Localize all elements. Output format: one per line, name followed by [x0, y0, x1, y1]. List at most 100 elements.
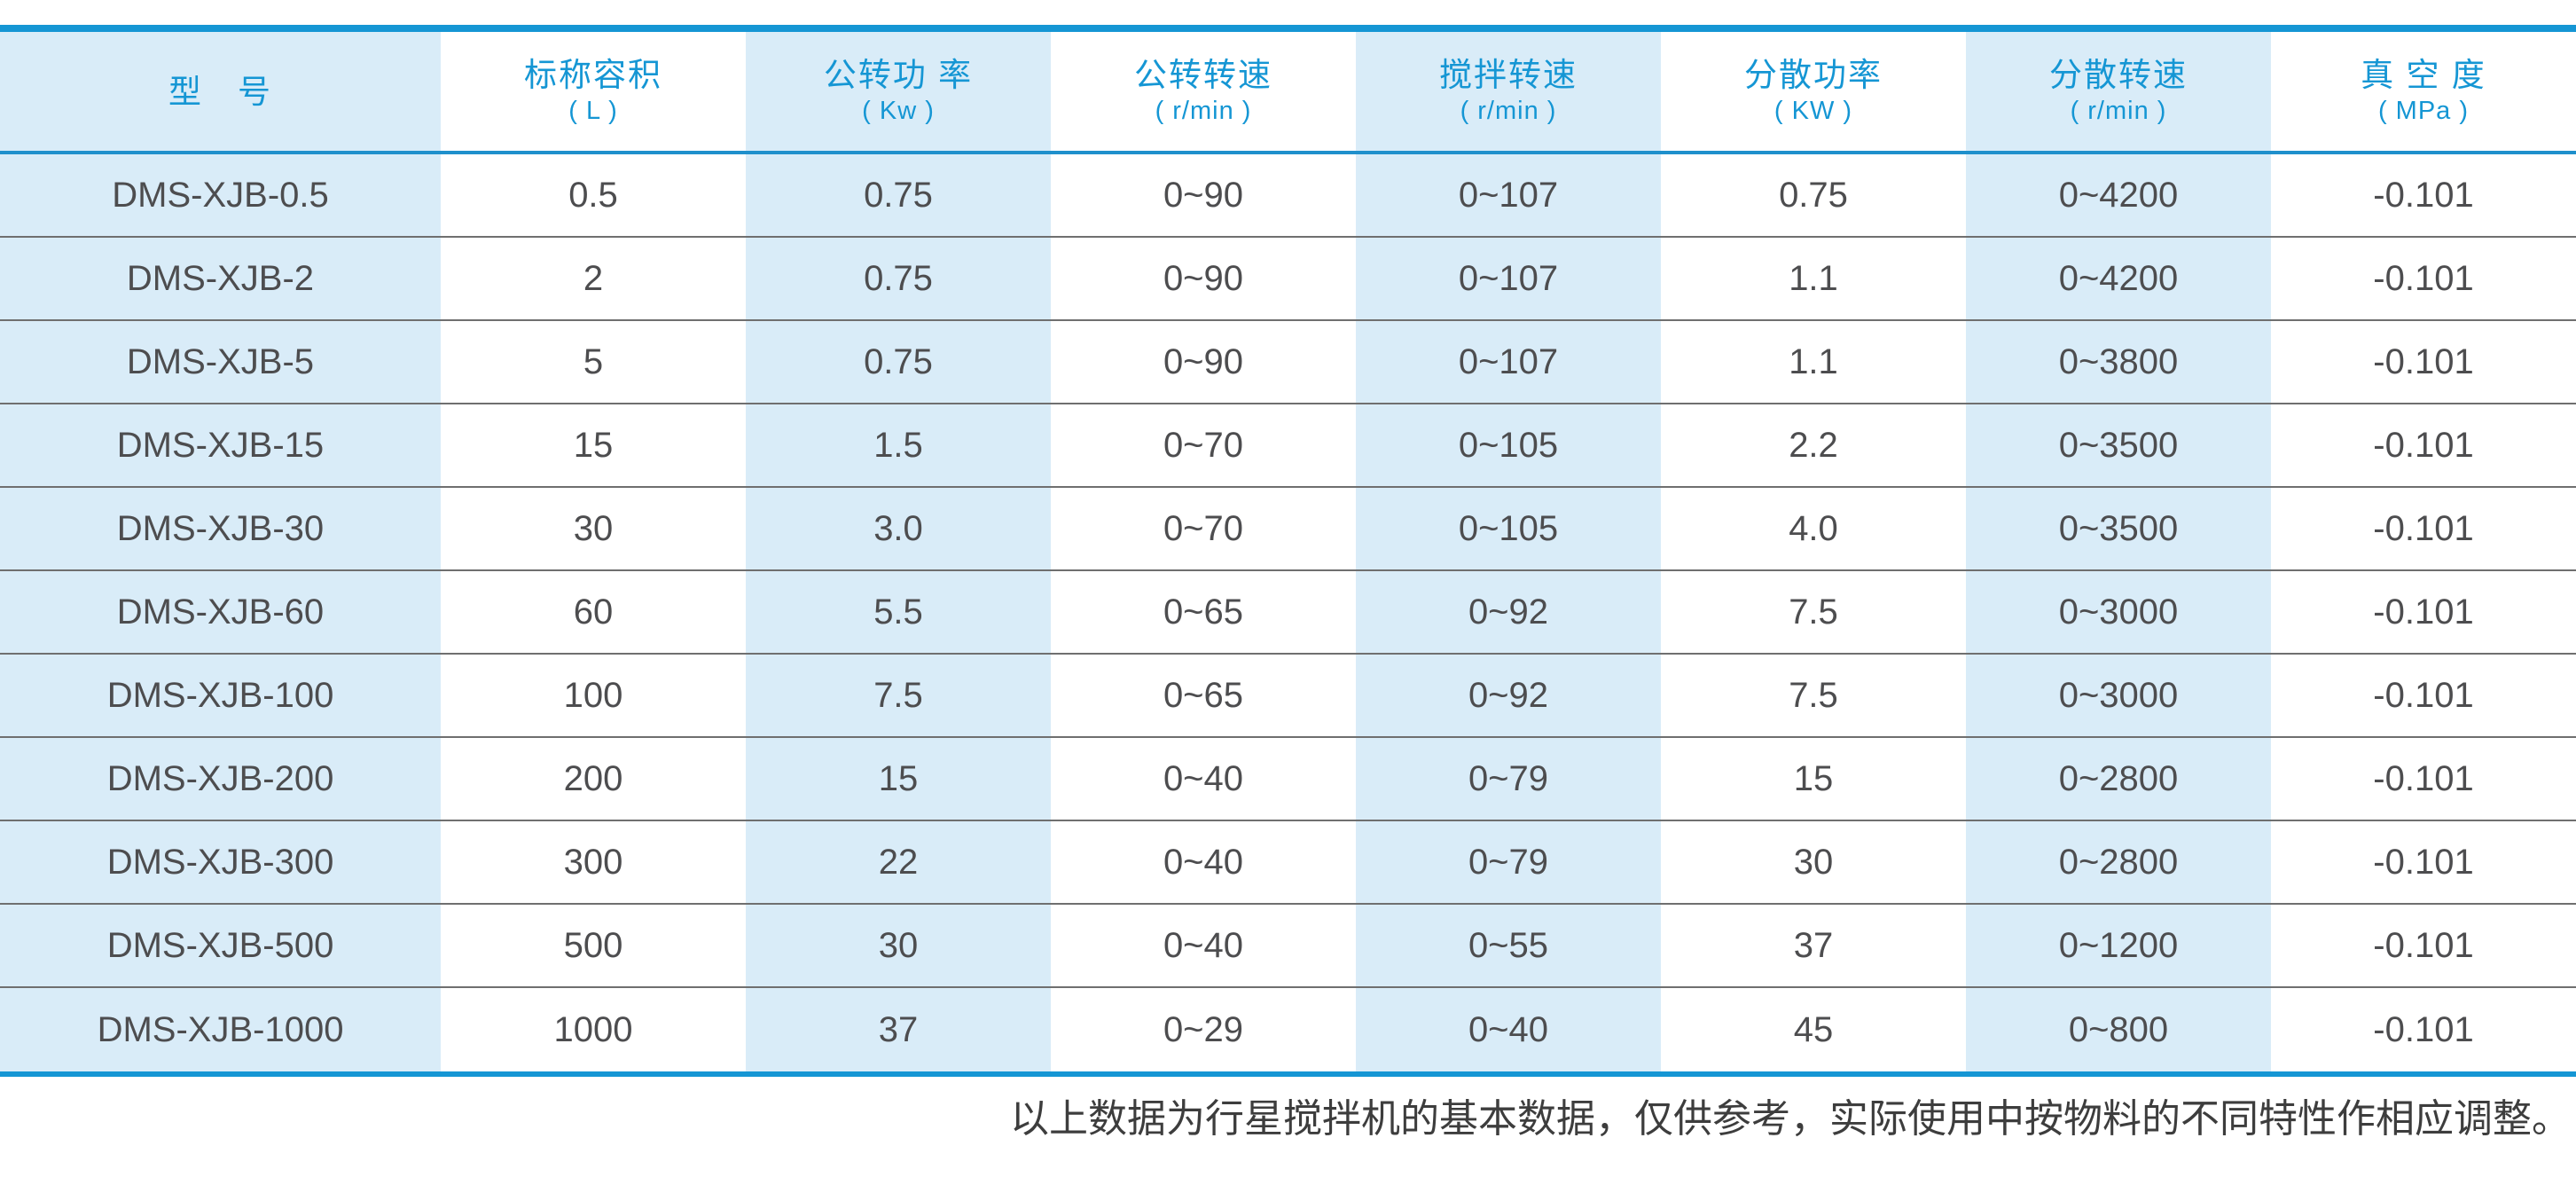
column-title: 公转功 率 [823, 57, 974, 93]
table-cell: 0.5 [568, 176, 618, 215]
table-cell: 0~4200 [1966, 154, 2271, 236]
column-unit: ( r/min ) [1460, 97, 1557, 125]
table-cell: 500 [563, 926, 623, 965]
table-cell: 7.5 [746, 655, 1051, 736]
table-cell: 60 [573, 592, 614, 632]
table-cell: 37 [746, 988, 1051, 1071]
table-cell: -0.101 [2373, 509, 2474, 548]
model-cell: DMS-XJB-1000 [0, 988, 441, 1071]
table-body: DMS-XJB-0.5 0.5 0.75 0~90 0~107 0.75 0~4200 -0.… [0, 154, 2576, 1071]
table-cell: -0.101 [2373, 759, 2474, 798]
table-cell: 0~3000 [1966, 655, 2271, 736]
table-cell: -0.101 [2373, 926, 2474, 965]
table-row: DMS-XJB-15 15 1.5 0~70 0~105 2.2 0~3500 -0.101 [0, 404, 2576, 488]
table-cell: 0~70 [1163, 426, 1244, 465]
table-cell: 0~3800 [1966, 321, 2271, 403]
table-cell: 0~2800 [1966, 821, 2271, 903]
table-row: DMS-XJB-200 200 15 0~40 0~79 15 0~2800 -0.101 [0, 738, 2576, 821]
column-unit: ( KW ) [1773, 97, 1853, 125]
table-cell: 0~1200 [1966, 905, 2271, 986]
table-cell: 0~3500 [1966, 488, 2271, 569]
table-cell: 0~92 [1356, 655, 1661, 736]
table-cell: -0.101 [2373, 426, 2474, 465]
table-row: DMS-XJB-60 60 5.5 0~65 0~92 7.5 0~3000 -0.101 [0, 571, 2576, 655]
table-cell: 0~40 [1356, 988, 1661, 1071]
table-cell: 0~55 [1356, 905, 1661, 986]
table-cell: 200 [563, 759, 623, 798]
table-header-row: 型 号标称容积( L ) 公转功 率( Kw ) 公转转速( r/min ) 搅拌转速… [0, 32, 2576, 154]
column-title: 分散功率 [1744, 57, 1883, 93]
column-header-1: 型 号 [0, 32, 441, 151]
table-cell: 0.75 [1779, 176, 1848, 215]
column-header-5: 搅拌转速 ( r/min ) [1356, 32, 1661, 151]
table-cell: 300 [563, 843, 623, 882]
table-cell: 0~65 [1163, 592, 1244, 632]
table-cell: 15 [573, 426, 614, 465]
column-header-6: 分散功率 ( KW ) [1661, 32, 1966, 151]
table-cell: 45 [1793, 1010, 1834, 1049]
table-cell: 1.1 [1789, 259, 1838, 298]
column-title: 标称容积 [524, 57, 662, 93]
table-cell: -0.101 [2373, 176, 2474, 215]
table-cell: 30 [1793, 843, 1834, 882]
table-cell: 0~40 [1163, 843, 1244, 882]
table-cell: 30 [746, 905, 1051, 986]
table-cell: -0.101 [2373, 1010, 2474, 1049]
table-cell: 0~3000 [1966, 571, 2271, 653]
table-cell: 0~40 [1163, 759, 1244, 798]
table-cell: 0~2800 [1966, 738, 2271, 820]
table-cell: -0.101 [2373, 676, 2474, 715]
column-title: 搅拌转速 [1439, 57, 1578, 93]
table-row: DMS-XJB-30 30 3.0 0~70 0~105 4.0 0~3500 -0.101 [0, 488, 2576, 571]
table-row: DMS-XJB-2 2 0.75 0~90 0~107 1.1 0~4200 -0.101 [0, 238, 2576, 321]
table-cell: 0~92 [1356, 571, 1661, 653]
table-cell: 2 [583, 259, 604, 298]
table-cell: -0.101 [2373, 592, 2474, 632]
table-cell: 0~107 [1356, 321, 1661, 403]
column-title: 型 号 [168, 73, 272, 110]
column-header-3: 公转功 率 ( Kw ) [746, 32, 1051, 151]
table-cell: 0~4200 [1966, 238, 2271, 319]
footnote: 以上数据为行星搅拌机的基本数据，仅供参考，实际使用中按物料的不同特性作相应调整。 [1010, 1096, 2571, 1142]
table-cell: 0~107 [1356, 154, 1661, 236]
table-cell: 0~79 [1356, 738, 1661, 820]
table-cell: -0.101 [2373, 342, 2474, 381]
table-row: DMS-XJB-500 500 30 0~40 0~55 37 0~1200 -0.101 [0, 905, 2576, 988]
column-unit: ( L ) [568, 97, 618, 125]
table-cell: 7.5 [1789, 592, 1838, 632]
table-cell: -0.101 [2373, 259, 2474, 298]
table-cell: 15 [746, 738, 1051, 820]
column-title: 真 空 度 [2361, 57, 2486, 93]
table-cell: 0~29 [1163, 1010, 1244, 1049]
table-cell: 0~90 [1163, 342, 1244, 381]
spec-sheet-page: 型 号标称容积( L ) 公转功 率( Kw ) 公转转速( r/min ) 搅拌转速… [0, 25, 2576, 1177]
model-cell: DMS-XJB-60 [0, 571, 441, 653]
table-cell: 2.2 [1789, 426, 1838, 465]
model-cell: DMS-XJB-300 [0, 821, 441, 903]
table-cell: 0~3500 [1966, 404, 2271, 486]
table-cell: 0.75 [746, 238, 1051, 319]
table-cell: 0~40 [1163, 926, 1244, 965]
column-header-4: 公转转速 ( r/min ) [1051, 32, 1356, 151]
spec-table: 型 号标称容积( L ) 公转功 率( Kw ) 公转转速( r/min ) 搅拌转速… [0, 25, 2576, 1077]
column-header-7: 分散转速 ( r/min ) [1966, 32, 2271, 151]
table-cell: 4.0 [1789, 509, 1838, 548]
table-cell: 3.0 [746, 488, 1051, 569]
table-cell: 37 [1793, 926, 1834, 965]
table-cell: 0.75 [746, 321, 1051, 403]
column-unit: ( r/min ) [2070, 97, 2167, 125]
column-unit: ( MPa ) [2377, 97, 2470, 125]
column-unit: ( r/min ) [1155, 97, 1252, 125]
model-cell: DMS-XJB-15 [0, 404, 441, 486]
model-cell: DMS-XJB-500 [0, 905, 441, 986]
table-cell: 5.5 [746, 571, 1051, 653]
table-cell: 30 [573, 509, 614, 548]
column-header-8: 真 空 度 ( MPa ) [2271, 32, 2576, 151]
model-cell: DMS-XJB-5 [0, 321, 441, 403]
column-header-2: 标称容积 ( L ) [441, 32, 746, 151]
table-cell: 100 [563, 676, 623, 715]
table-cell: 1.5 [746, 404, 1051, 486]
table-row: DMS-XJB-300 300 22 0~40 0~79 30 0~2800 -0.101 [0, 821, 2576, 905]
model-cell: DMS-XJB-200 [0, 738, 441, 820]
table-row: DMS-XJB-5 5 0.75 0~90 0~107 1.1 0~3800 -0.101 [0, 321, 2576, 404]
